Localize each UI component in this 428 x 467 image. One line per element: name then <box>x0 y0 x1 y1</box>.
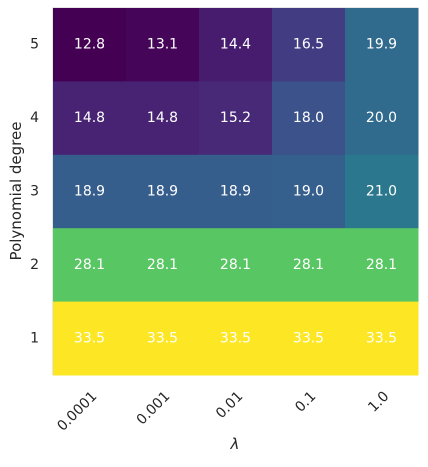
y-tick-label: 3 <box>30 184 39 200</box>
heatmap-cell-r4-c5 <box>345 228 419 303</box>
heatmap-cell-r2-c4 <box>272 81 346 156</box>
x-tick-label: 0.01 <box>213 389 246 422</box>
cell-value-label: 14.8 <box>74 110 105 126</box>
cell-value-label: 15.2 <box>220 110 251 126</box>
cell-value-label: 19.9 <box>366 37 397 53</box>
y-axis-label: Polynomial degree <box>7 122 25 261</box>
y-tick-labels: 5 4 3 2 1 <box>30 37 39 347</box>
cell-value-label: 18.0 <box>293 110 324 126</box>
cell-value-label: 18.9 <box>147 184 178 200</box>
heatmap-cell-r4-c3 <box>199 228 273 303</box>
cell-value-label: 18.9 <box>74 184 105 200</box>
cell-value-label: 28.1 <box>147 257 178 273</box>
heatmap-cell-r1-c3 <box>199 8 273 82</box>
cell-value-label: 28.1 <box>220 257 251 273</box>
heatmap-cell-r1-c1 <box>53 8 127 82</box>
cell-value-label: 33.5 <box>147 330 178 346</box>
cell-value-label: 19.0 <box>293 184 324 200</box>
heatmap-cell-r5-c2 <box>126 301 200 376</box>
cell-value-label: 21.0 <box>366 184 397 200</box>
heatmap-cell-r2-c2 <box>126 81 200 156</box>
cell-value-label: 33.5 <box>220 330 251 346</box>
heatmap-cell-r3-c4 <box>272 154 346 229</box>
cell-labels-layer: 12.8 13.1 14.4 16.5 19.9 14.8 14.8 15.2 18.0 20.0… <box>74 37 397 347</box>
y-tick-label: 5 <box>30 37 39 53</box>
heatmap-cell-r5-c1 <box>53 301 127 376</box>
x-tick-label: 0.0001 <box>54 389 100 435</box>
heatmap-cell-r1-c4 <box>272 8 346 82</box>
x-axis-label: λ <box>230 435 240 453</box>
cell-value-label: 14.4 <box>220 37 251 53</box>
cell-value-label: 33.5 <box>74 330 105 346</box>
cell-value-label: 28.1 <box>74 257 105 273</box>
heatmap-cell-r4-c4 <box>272 228 346 303</box>
cell-value-label: 13.1 <box>147 37 178 53</box>
y-tick-label: 2 <box>30 257 39 273</box>
x-tick-label: 0.001 <box>134 389 174 429</box>
y-tick-label: 1 <box>30 330 39 346</box>
heatmap-cell-r3-c5 <box>345 154 419 229</box>
heatmap-cell-r3-c1 <box>53 154 127 229</box>
heatmap-cell-r3-c2 <box>126 154 200 229</box>
heatmap-cell-r5-c4 <box>272 301 346 376</box>
heatmap-cell-r4-c2 <box>126 228 200 303</box>
heatmap-cell-r2-c3 <box>199 81 273 156</box>
cell-value-label: 14.8 <box>147 110 178 126</box>
heatmap-cell-r4-c1 <box>53 228 127 303</box>
cell-value-label: 28.1 <box>366 257 397 273</box>
cell-value-label: 33.5 <box>293 330 324 346</box>
cell-value-label: 18.9 <box>220 184 251 200</box>
heatmap-cell-r2-c5 <box>345 81 419 156</box>
heatmap-cell-r5-c3 <box>199 301 273 376</box>
x-tick-label: 1.0 <box>365 389 392 416</box>
heatmap-cell-r1-c5 <box>345 8 419 82</box>
heatmap-cell-r2-c1 <box>53 81 127 156</box>
y-tick-label: 4 <box>30 110 39 126</box>
cell-value-label: 16.5 <box>293 37 324 53</box>
cell-value-label: 28.1 <box>293 257 324 273</box>
cell-value-label: 12.8 <box>74 37 105 53</box>
x-tick-label: 0.1 <box>292 389 319 416</box>
cell-value-label: 20.0 <box>366 110 397 126</box>
heatmap-cell-r3-c3 <box>199 154 273 229</box>
cell-value-label: 33.5 <box>366 330 397 346</box>
cells-layer <box>53 8 419 376</box>
x-tick-labels: 0.0001 0.001 0.01 0.1 1.0 <box>54 389 392 435</box>
heatmap-cell-r1-c2 <box>126 8 200 82</box>
heatmap-cell-r5-c5 <box>345 301 419 376</box>
